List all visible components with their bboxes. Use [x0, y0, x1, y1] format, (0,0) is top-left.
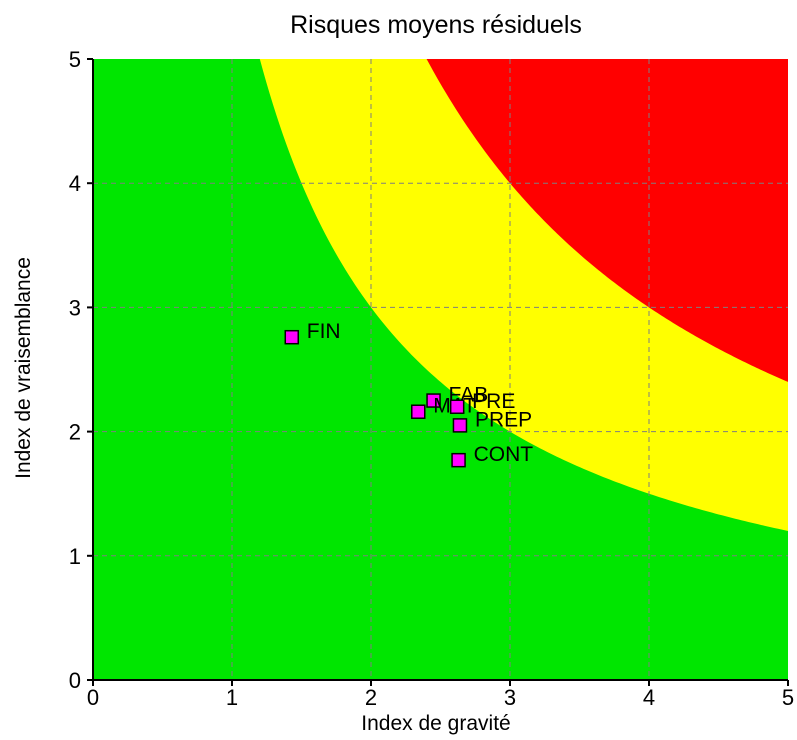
x-tick-label: 1 [226, 685, 238, 710]
x-tick-label: 3 [504, 685, 516, 710]
risk-zone [93, 59, 788, 680]
data-point-marker [451, 452, 466, 468]
data-point-marker [426, 393, 441, 408]
data-point-marker [452, 418, 468, 433]
axes [87, 58, 789, 686]
data-point-marker [411, 404, 426, 419]
data-point-marker [284, 329, 300, 345]
data-point-label: PRE [472, 390, 515, 413]
x-tick-label: 2 [365, 685, 377, 710]
y-tick-label: 1 [69, 544, 81, 569]
data-point-label: FIN [307, 320, 341, 343]
y-axis-label: Index de vraisemblance [12, 257, 35, 479]
x-tick-label: 5 [782, 685, 794, 710]
data-point-label: PREP [475, 408, 532, 431]
risk-zones [93, 59, 788, 680]
x-tick-label: 4 [643, 685, 655, 710]
y-tick-label: 3 [69, 295, 81, 320]
y-tick-label: 0 [69, 668, 81, 693]
y-tick-label: 5 [69, 47, 81, 72]
grid-lines [93, 59, 788, 680]
data-point-marker [449, 399, 465, 415]
y-tick-label: 4 [69, 171, 81, 196]
y-tick-label: 2 [69, 420, 81, 445]
chart-title: Risques moyens résiduels [290, 11, 582, 39]
data-points: FINFABMATPREPREPCONT [284, 320, 534, 468]
tick-labels: 0 1 2 3 4 5 0 1 2 3 4 5 [69, 47, 794, 710]
x-tick-label: 0 [87, 685, 99, 710]
x-axis-label: Index de gravité [361, 712, 510, 735]
data-point-label: CONT [474, 443, 534, 466]
